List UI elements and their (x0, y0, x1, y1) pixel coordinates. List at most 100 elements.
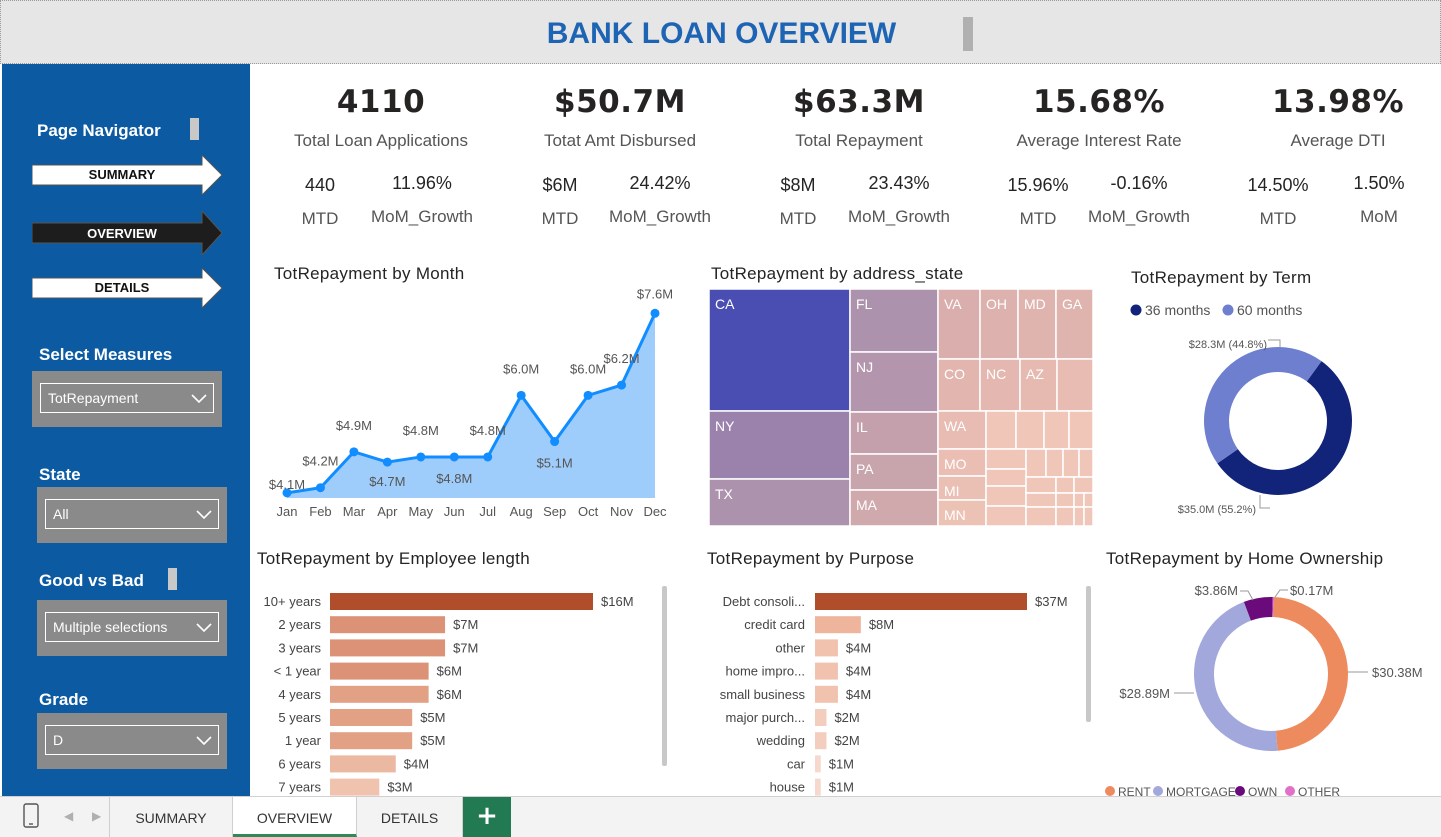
kpi-label: Total Loan Applications (294, 131, 468, 150)
treemap-cell-small (1055, 476, 1075, 494)
term-data-label: $35.0M (55.2%) (1178, 504, 1256, 516)
state-dropdown[interactable]: All (45, 499, 219, 529)
kpi-mtd-label: MTD (301, 209, 339, 228)
month-point (550, 437, 560, 447)
emp-length-category-label: 7 years (278, 780, 321, 795)
kpi-label: Average Interest Rate (1016, 131, 1182, 150)
emp-length-bar (330, 593, 593, 610)
purpose-value-label: $4M (846, 640, 871, 655)
month-data-label: $4.8M (470, 423, 506, 438)
tab-summary[interactable]: SUMMARY (109, 797, 233, 837)
emp-length-value-label: $7M (453, 617, 478, 632)
chevron-down-icon (196, 623, 212, 633)
grade-dropdown[interactable]: D (45, 725, 219, 755)
purpose-value-label: $2M (834, 733, 859, 748)
home-legend-dot (1285, 786, 1295, 796)
purpose-scrollbar[interactable] (1086, 586, 1091, 722)
emp-length-scrollbar[interactable] (662, 586, 667, 766)
tab-overview[interactable]: OVERVIEW (233, 797, 357, 837)
nav-details-button[interactable]: DETAILS (32, 268, 224, 308)
state-value: All (53, 506, 69, 522)
month-tick-label: Mar (343, 504, 366, 519)
grade-value: D (53, 732, 64, 748)
month-point (449, 452, 459, 462)
treemap-label: NY (715, 418, 735, 434)
mobile-layout-icon[interactable] (22, 803, 42, 833)
home-leader-line (1240, 590, 1254, 601)
month-tick-label: Oct (578, 504, 599, 519)
term-legend-label: 36 months (1145, 302, 1210, 318)
treemap-cell-small (985, 485, 1027, 507)
month-tick-label: Sep (543, 504, 566, 519)
kpi-growth-value: 1.50% (1353, 173, 1405, 193)
month-tick-label: Feb (309, 504, 331, 519)
nav-summary-button[interactable]: SUMMARY (32, 155, 224, 195)
treemap-cell-il (849, 411, 939, 455)
treemap-cell-small (1025, 492, 1057, 508)
emp-length-category-label: 5 years (278, 710, 321, 725)
treemap-cell-small (1073, 492, 1085, 508)
treemap-label: OH (986, 296, 1007, 312)
treemap-label: MO (944, 456, 967, 472)
purpose-chart-title: TotRepayment by Purpose (707, 549, 915, 568)
good-vs-bad-slicer[interactable]: Multiple selections (37, 600, 227, 656)
kpi-mtd-label: MTD (1259, 209, 1297, 228)
good-vs-bad-dropdown[interactable]: Multiple selections (45, 612, 219, 642)
nav-overview-button[interactable]: OVERVIEW (32, 211, 224, 255)
next-page-icon[interactable]: ▶ (92, 809, 102, 823)
kpi-mtd-label: MTD (541, 209, 579, 228)
select-measures-slicer[interactable]: TotRepayment (32, 371, 222, 427)
add-page-button[interactable]: + (463, 797, 511, 837)
emp-length-value-label: $16M (601, 594, 634, 609)
emp-length-value-label: $5M (420, 710, 445, 725)
term-leader-line (1259, 495, 1270, 509)
month-data-label: $5.1M (537, 456, 573, 471)
month-data-label: $6.2M (603, 351, 639, 366)
grade-label: Grade (39, 690, 89, 709)
emp-length-bar (330, 639, 446, 657)
select-measures-value: TotRepayment (48, 390, 139, 406)
month-point (349, 447, 359, 457)
term-legend-dot (1222, 304, 1234, 316)
state-label: State (39, 465, 81, 484)
month-tick-label: Jun (444, 504, 465, 519)
emp-length-category-label: 1 year (285, 733, 322, 748)
treemap-cell-fl (849, 289, 939, 353)
home-legend-dot (1235, 786, 1245, 796)
tab-details[interactable]: DETAILS (357, 797, 463, 837)
home-legend-label: OTHER (1298, 785, 1340, 796)
home-ownership-title: TotRepayment by Home Ownership (1106, 549, 1384, 568)
state-slicer[interactable]: All (37, 487, 227, 543)
term-slice (1204, 347, 1322, 464)
select-measures-dropdown[interactable]: TotRepayment (40, 383, 214, 413)
month-point (650, 308, 660, 318)
treemap-cell-small (1055, 506, 1075, 527)
emp-length-bar (330, 685, 429, 703)
month-tick-label: Dec (643, 504, 667, 519)
purpose-value-label: $37M (1035, 594, 1068, 609)
home-data-label: $0.17M (1290, 583, 1333, 598)
home-leader-line (1274, 589, 1288, 598)
treemap-label: IL (856, 419, 868, 435)
home-data-label: $3.86M (1195, 583, 1238, 598)
home-slice (1272, 597, 1275, 618)
purpose-value-label: $4M (846, 687, 871, 702)
month-tick-label: May (409, 504, 434, 519)
purpose-value-label: $2M (834, 710, 859, 725)
prev-page-icon[interactable]: ◀ (64, 809, 74, 823)
month-data-label: $7.6M (637, 286, 672, 301)
term-legend-label: 60 months (1237, 302, 1302, 318)
emp-length-category-label: 3 years (278, 640, 321, 655)
treemap-label: NC (986, 366, 1006, 382)
emp-length-category-label: 2 years (278, 617, 321, 632)
grade-slicer[interactable]: D (37, 713, 227, 769)
treemap-label: MD (1024, 296, 1046, 312)
treemap-cell-small (985, 410, 1017, 450)
month-point (516, 390, 526, 400)
kpi-mtd-value: 14.50% (1247, 175, 1309, 195)
month-tick-label: Apr (377, 504, 398, 519)
kpi-growth-label: MoM_Growth (847, 207, 951, 226)
kpi-label: Total Repayment (795, 131, 923, 150)
purpose-category-label: small business (720, 687, 806, 702)
emp-length-category-label: 6 years (278, 756, 321, 771)
